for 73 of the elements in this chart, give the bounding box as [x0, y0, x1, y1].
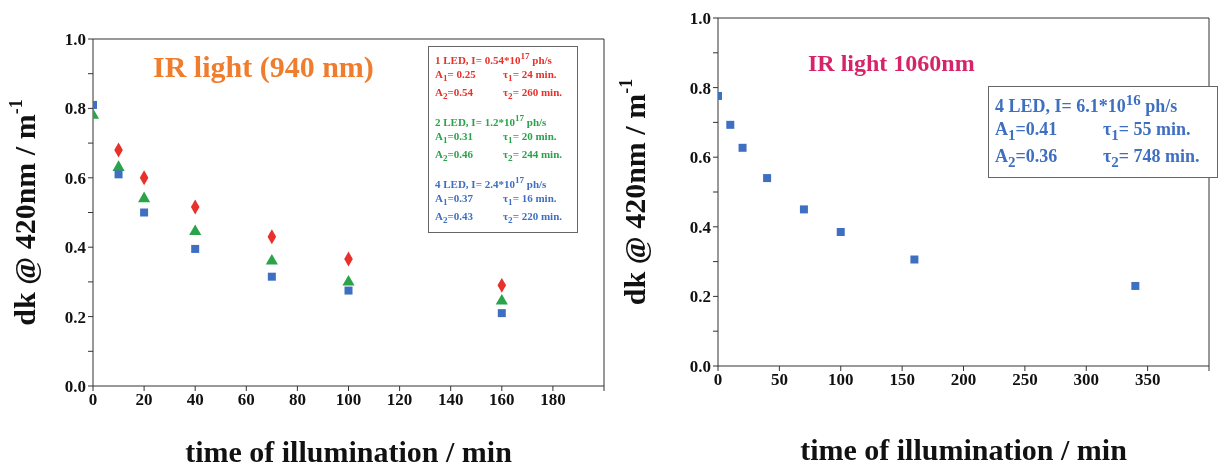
y-tick-label: 0.4: [64, 238, 87, 258]
x-tick-label: 140: [437, 390, 464, 410]
point: [265, 254, 278, 265]
text: IR light 1060nm: [808, 50, 975, 77]
y-tick-label: 1.0: [64, 30, 86, 50]
x-tick-label: 350: [1134, 370, 1161, 390]
x-tick-label: 60: [237, 390, 255, 410]
point: [836, 228, 845, 237]
point: [1131, 281, 1140, 290]
point: [738, 143, 747, 152]
x-axis-title: time of illumination / min: [185, 435, 513, 468]
x-tick-label: 120: [386, 390, 413, 410]
point: [497, 309, 506, 318]
x-tick-label: 20: [135, 390, 153, 410]
x-tick-label: 160: [489, 390, 515, 410]
point: [344, 286, 353, 295]
text: 4 LED, I= 6.1*10$^{16}$ ph/s: [995, 91, 1179, 118]
annotation: A$_{1}$= 0.25: [435, 66, 477, 86]
annotation: A$_{2}$=0.46: [435, 147, 475, 166]
x-tick-label: 250: [1012, 370, 1038, 390]
y-tick-label: 0.2: [689, 287, 711, 307]
text: 2 LED, I= 1.2*10$^{17}$ ph/s: [435, 113, 548, 130]
x-tick-label: 100: [828, 370, 854, 390]
point: [112, 160, 125, 171]
point: [114, 170, 123, 179]
y-tick-label: 0.0: [64, 377, 86, 397]
y-tick-label: 0.8: [689, 78, 711, 98]
annotation: τ$_{1}$= 55 min.: [1103, 118, 1192, 145]
point: [495, 293, 508, 305]
point: [726, 120, 735, 129]
point: [342, 274, 355, 286]
y-tick-label: 0.4: [689, 217, 712, 237]
point: [267, 272, 276, 281]
annotation: τ$_{2}$= 220 min.: [503, 209, 563, 228]
text: 1 LED, I= 0.54*10$^{17}$ ph/s: [435, 51, 553, 67]
y-tick-label: 0.6: [64, 168, 86, 188]
x-tick-label: 0: [88, 390, 98, 410]
point: [138, 191, 151, 203]
x-tick-label: 0: [713, 370, 723, 390]
x-tick-label: 180: [540, 390, 566, 410]
annotation: A$_{1}$=0.31: [435, 129, 475, 148]
point: [799, 205, 808, 214]
y-tick-label: 0.8: [64, 99, 86, 119]
annotation: τ$_{1}$= 24 min.: [503, 66, 558, 86]
point: [140, 208, 149, 217]
y-tick-label: 0.0: [689, 357, 711, 377]
annotation: τ$_{2}$= 260 min.: [503, 85, 563, 104]
annotation: τ$_{1}$= 20 min.: [503, 129, 558, 148]
x-tick-label: 50: [770, 370, 788, 390]
x-tick-label: 40: [186, 390, 204, 410]
chart-title: IR light (940 nm): [153, 50, 374, 84]
x-tick-label: 150: [889, 370, 915, 390]
x-tick-label: 100: [335, 390, 362, 410]
y-tick-label: 0.6: [689, 148, 711, 168]
text: 4 LED, I= 2.4*10$^{17}$ ph/s: [435, 175, 548, 192]
annotation: A$_{2}$=0.36: [995, 145, 1059, 173]
y-tick-label: 1.0: [689, 9, 711, 29]
point: [189, 224, 202, 236]
annotation: τ$_{2}$= 244 min.: [503, 147, 563, 166]
x-tick-label: 200: [950, 370, 977, 390]
annotation: τ$_{2}$= 748 min.: [1103, 145, 1201, 173]
annotation: τ$_{1}$= 16 min.: [503, 191, 558, 210]
x-axis-title: time of illumination / min: [800, 433, 1128, 466]
point: [910, 255, 919, 264]
point: [763, 174, 772, 183]
annotation: A$_{1}$=0.37: [435, 191, 475, 210]
annotation: A$_{2}$=0.43: [435, 209, 475, 228]
annotation: A$_{2}$=0.54: [435, 85, 475, 104]
annotation: A$_{1}$=0.41: [995, 118, 1059, 145]
x-tick-label: 300: [1073, 370, 1099, 390]
y-tick-label: 0.2: [64, 307, 86, 327]
point: [191, 244, 200, 253]
x-tick-label: 80: [288, 390, 306, 410]
